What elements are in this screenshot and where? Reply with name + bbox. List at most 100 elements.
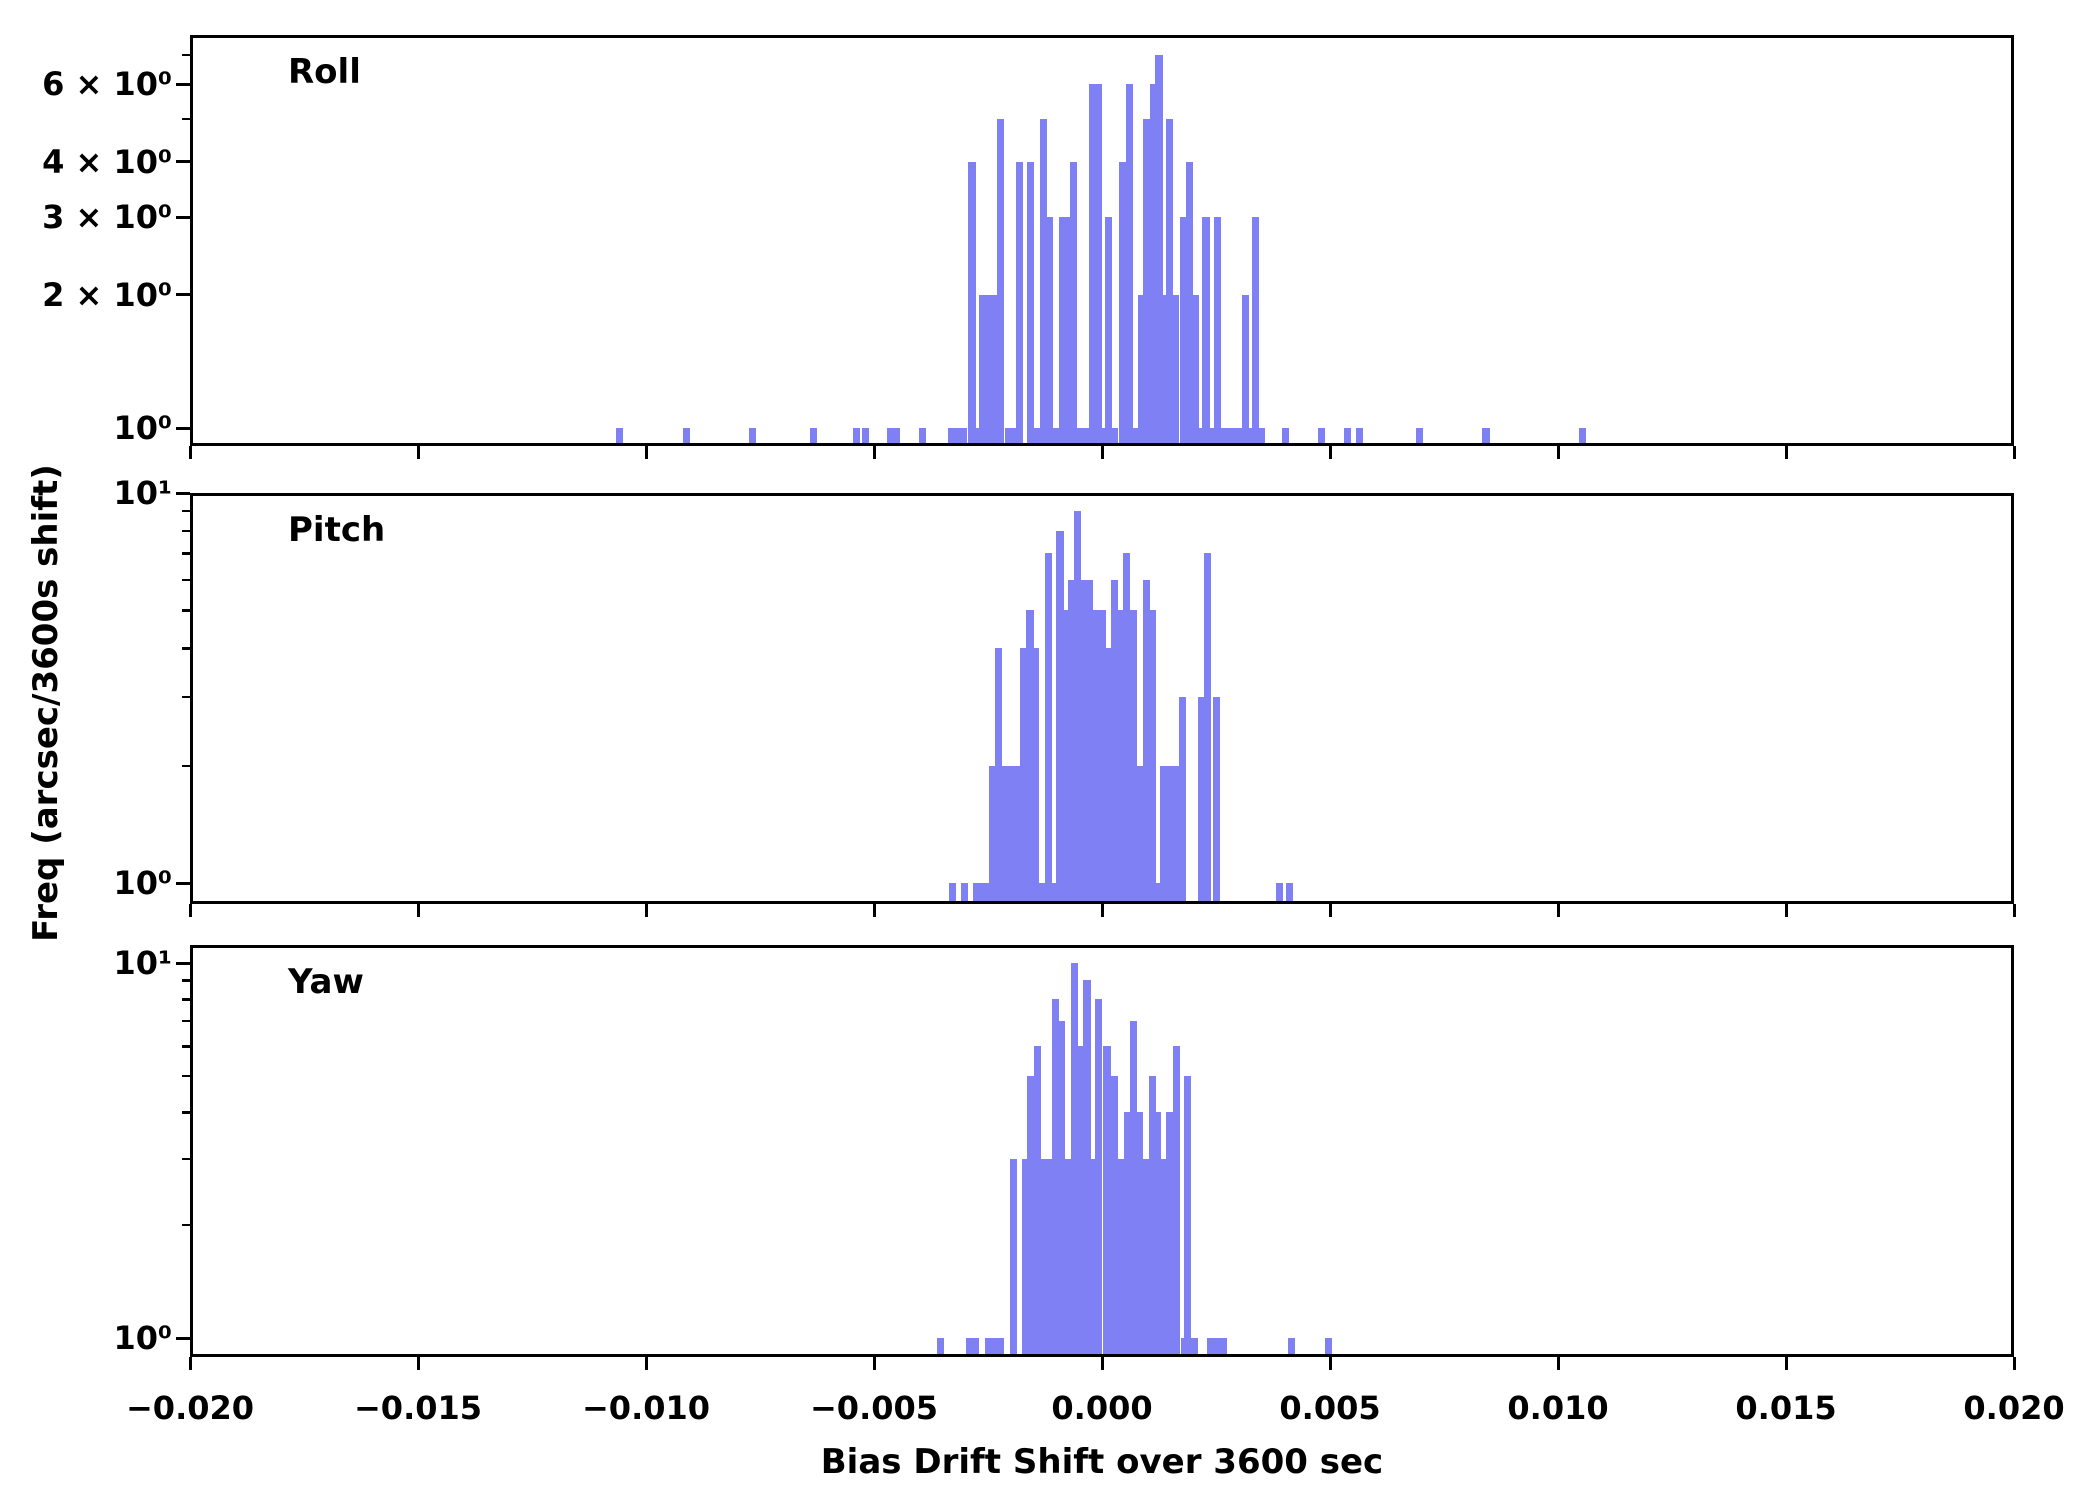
- y-minor-tick: [182, 1111, 190, 1114]
- histogram-bar: [683, 428, 691, 443]
- histogram-bar: [990, 1338, 998, 1354]
- y-minor-tick: [182, 578, 190, 581]
- histogram-bar: [1282, 428, 1290, 443]
- histogram-bar: [984, 1338, 993, 1354]
- histogram-bar: [1103, 1046, 1111, 1354]
- histogram-bar: [1077, 1046, 1085, 1354]
- y-major-tick: [176, 426, 190, 430]
- x-tick-label: 0.000: [1051, 1389, 1153, 1427]
- histogram-bar: [1154, 1112, 1162, 1354]
- plot-area-roll: [193, 38, 2011, 443]
- x-major-tick: [644, 1357, 648, 1370]
- histogram-bar: [1080, 579, 1088, 901]
- histogram-bar: [1095, 999, 1103, 1354]
- histogram-bar: [1204, 553, 1212, 901]
- panel-label-pitch: Pitch: [288, 510, 386, 550]
- histogram-bar: [1287, 1338, 1295, 1354]
- histogram-bar: [1356, 428, 1364, 443]
- panel-yaw: Yaw: [190, 945, 2014, 1357]
- histogram-bar: [1130, 1021, 1138, 1354]
- y-minor-tick: [182, 1045, 190, 1048]
- histogram-bar: [918, 428, 926, 443]
- histogram-bar: [887, 428, 895, 443]
- histogram-bar: [1172, 1046, 1180, 1354]
- plot-area-yaw: [193, 948, 2011, 1354]
- histogram-bar: [1051, 428, 1060, 443]
- histogram-bar: [1083, 428, 1091, 443]
- histogram-bar: [1033, 428, 1041, 443]
- histogram-bar: [1190, 1338, 1198, 1354]
- histogram-bar: [1136, 1112, 1144, 1354]
- histogram-bar: [1343, 428, 1351, 443]
- histogram-bar: [1086, 579, 1094, 901]
- histogram-bar: [1232, 428, 1240, 443]
- histogram-bar: [1137, 294, 1145, 443]
- y-minor-tick: [182, 998, 190, 1001]
- histogram-bar: [1136, 765, 1144, 901]
- histogram-bar: [749, 428, 757, 443]
- x-tick-label: −0.015: [353, 1389, 483, 1427]
- histogram-bar: [1027, 161, 1035, 443]
- histogram-bar: [1056, 530, 1064, 901]
- histogram-bar: [1083, 980, 1091, 1354]
- histogram-bar: [1143, 1159, 1151, 1354]
- y-major-tick: [176, 961, 190, 965]
- x-major-tick: [416, 1357, 420, 1370]
- histogram-bar: [1220, 428, 1228, 443]
- y-major-tick: [176, 881, 190, 885]
- x-major-tick: [872, 1357, 876, 1370]
- y-tick-label: 10¹: [113, 474, 172, 512]
- y-tick-label: 10¹: [113, 944, 172, 982]
- histogram-bar: [1015, 161, 1024, 443]
- y-tick-label: 3 × 10⁰: [42, 198, 172, 237]
- y-minor-tick: [182, 1074, 190, 1078]
- histogram-bar: [1007, 765, 1015, 901]
- y-minor-tick: [182, 609, 190, 612]
- histogram-bar: [1124, 1112, 1132, 1354]
- histogram-bar: [1159, 765, 1167, 901]
- histogram-bar: [1040, 1159, 1048, 1354]
- histogram-bar: [1077, 428, 1085, 443]
- histogram-bar: [1058, 1021, 1066, 1354]
- histogram-bar: [1039, 119, 1047, 443]
- x-major-tick: [1556, 1357, 1560, 1370]
- histogram-bar: [893, 428, 901, 443]
- histogram-bar: [1064, 1159, 1072, 1354]
- histogram-bar: [978, 294, 987, 443]
- histogram-bar: [960, 428, 968, 443]
- histogram-bar: [1092, 610, 1100, 901]
- x-major-tick: [1328, 904, 1332, 917]
- y-major-tick: [176, 82, 190, 86]
- x-major-tick: [1100, 446, 1104, 459]
- y-tick-label: 2 × 10⁰: [42, 275, 172, 314]
- histogram-bar: [974, 428, 982, 443]
- histogram-bar: [1207, 1338, 1215, 1354]
- histogram-bar: [1111, 579, 1119, 901]
- histogram-bar: [1160, 294, 1169, 443]
- x-major-tick: [2012, 1357, 2016, 1370]
- histogram-bar: [1247, 428, 1255, 443]
- histogram-bar: [1213, 696, 1221, 901]
- histogram-bar: [1073, 510, 1081, 901]
- x-major-tick: [188, 446, 192, 459]
- histogram-bar: [1089, 84, 1097, 443]
- histogram-bar: [1198, 696, 1206, 901]
- y-minor-tick: [182, 118, 190, 121]
- panel-label-roll: Roll: [288, 52, 361, 92]
- histogram-bar: [1208, 428, 1216, 443]
- histogram-bar: [1099, 428, 1107, 443]
- y-minor-tick: [182, 552, 190, 555]
- histogram-bar: [1159, 1159, 1167, 1354]
- histogram-bar: [1117, 610, 1125, 901]
- histogram-bar: [1184, 1075, 1192, 1354]
- histogram-bar: [1213, 1338, 1221, 1354]
- y-major-tick: [176, 215, 190, 219]
- histogram-bar: [961, 883, 969, 901]
- histogram-bar: [984, 883, 993, 901]
- y-tick-label: 10⁰: [113, 864, 172, 902]
- histogram-bar: [1276, 883, 1284, 901]
- histogram-bar: [1069, 161, 1077, 443]
- histogram-bar: [1123, 553, 1131, 901]
- histogram-bar: [1019, 648, 1027, 901]
